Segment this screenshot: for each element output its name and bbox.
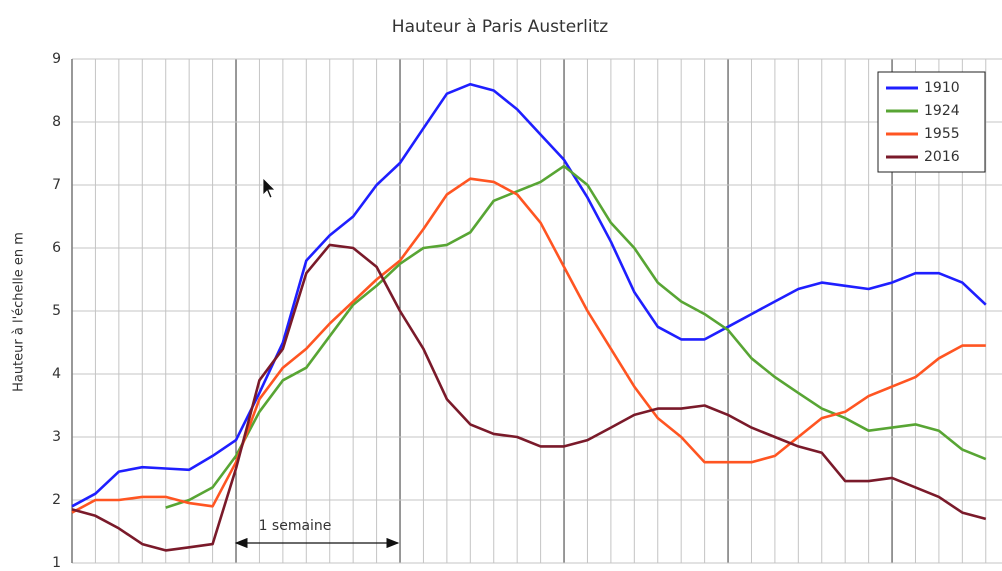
series-line [71,82,987,508]
cursor [262,177,276,199]
legend-label: 1955 [924,126,960,142]
y-tick-label: 8 [52,114,61,130]
y-tick-label: 4 [52,366,61,382]
series-line [165,164,987,509]
y-tick-label: 1 [52,555,61,567]
y-tick-label: 5 [52,303,61,319]
y-tick-label: 3 [52,429,61,445]
y-tick-label: 2 [52,492,61,508]
chart-title: Hauteur à Paris Austerlitz [392,17,608,37]
legend-label: 1924 [924,103,960,119]
y-axis-label: Hauteur à l'échelle en m [12,232,27,392]
series-line [71,243,987,552]
legend-label: 1910 [924,80,960,96]
legend-label: 2016 [924,149,960,165]
y-tick-label: 6 [52,240,61,256]
y-tick-label: 7 [52,177,61,193]
annotation: 1 semaine [259,518,332,534]
series-line [71,177,986,514]
y-tick-label: 9 [52,51,61,67]
